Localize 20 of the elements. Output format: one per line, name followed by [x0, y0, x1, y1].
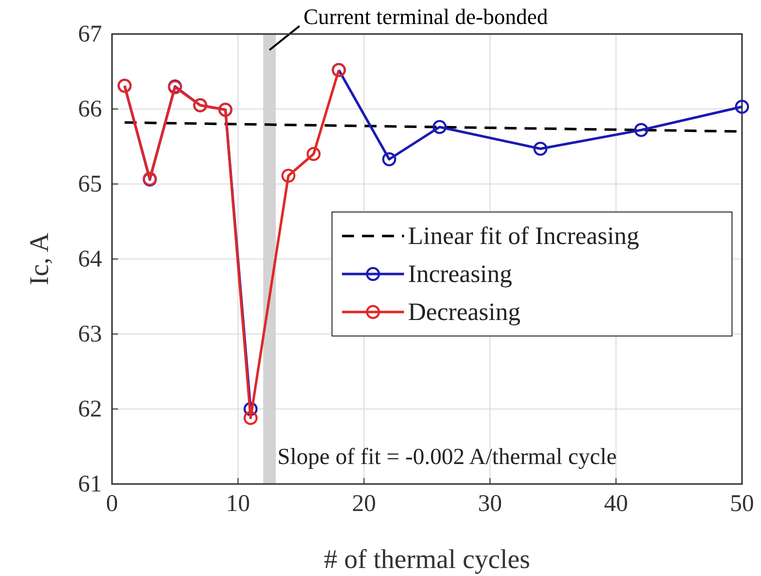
y-tick-label: 64 [78, 246, 102, 273]
y-tick-label: 63 [78, 322, 102, 348]
y-tick-label: 62 [78, 396, 102, 423]
x-tick-label: 10 [226, 491, 250, 518]
y-tick-label: 67 [78, 22, 102, 48]
band-label: Current terminal de-bonded [304, 4, 548, 29]
legend-label: Linear fit of Increasing [408, 223, 640, 250]
legend-label: Decreasing [408, 299, 521, 326]
x-axis-title: # of thermal cycles [324, 544, 530, 574]
x-tick-label: 20 [352, 491, 376, 518]
x-tick-label: 50 [730, 491, 754, 518]
x-tick-label: 0 [106, 491, 118, 518]
x-tick-label: 40 [604, 491, 628, 518]
annotation: Slope of fit = -0.002 A/thermal cycle [277, 444, 617, 469]
y-axis-title: Ic, A [24, 232, 54, 286]
y-tick-label: 61 [78, 472, 102, 498]
y-tick-label: 66 [78, 96, 102, 123]
y-tick-label: 65 [78, 172, 102, 198]
legend-label: Increasing [408, 261, 513, 288]
x-tick-label: 30 [478, 491, 502, 518]
